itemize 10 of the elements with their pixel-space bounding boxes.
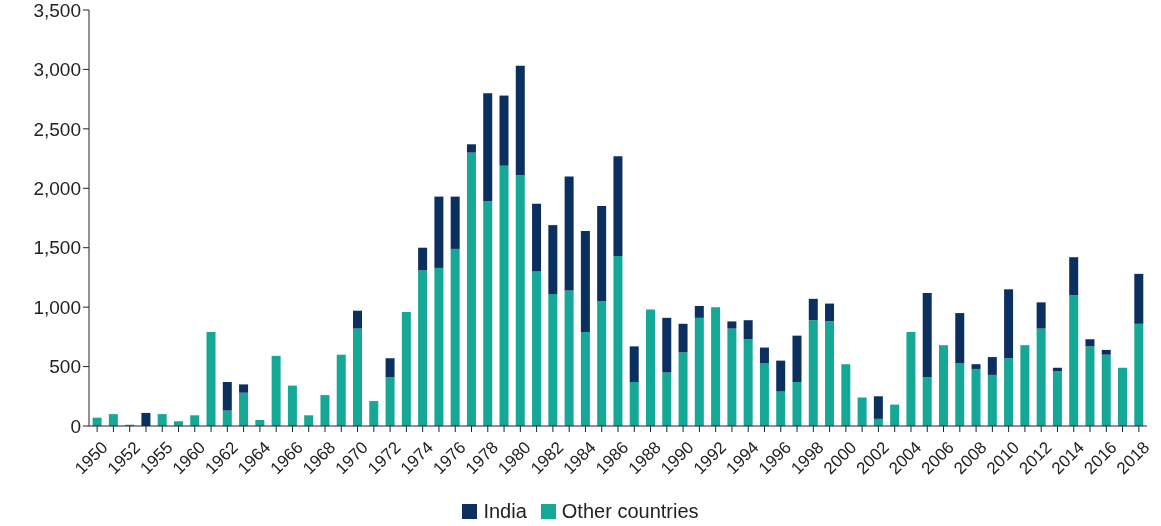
y-tick-label: 0 — [70, 415, 81, 437]
y-tick-label: 2,500 — [33, 118, 81, 140]
y-tick-label: 2,000 — [33, 178, 81, 200]
y-tick-label: 3,000 — [33, 59, 81, 81]
legend-label: India — [482, 500, 527, 523]
y-tick-label: 1,500 — [33, 237, 81, 259]
y-tick-label: 500 — [49, 356, 81, 378]
legend-label: Other countries — [560, 500, 699, 523]
y-tick-label: 1,000 — [33, 296, 81, 318]
y-tick-label: 3,500 — [33, 0, 81, 21]
